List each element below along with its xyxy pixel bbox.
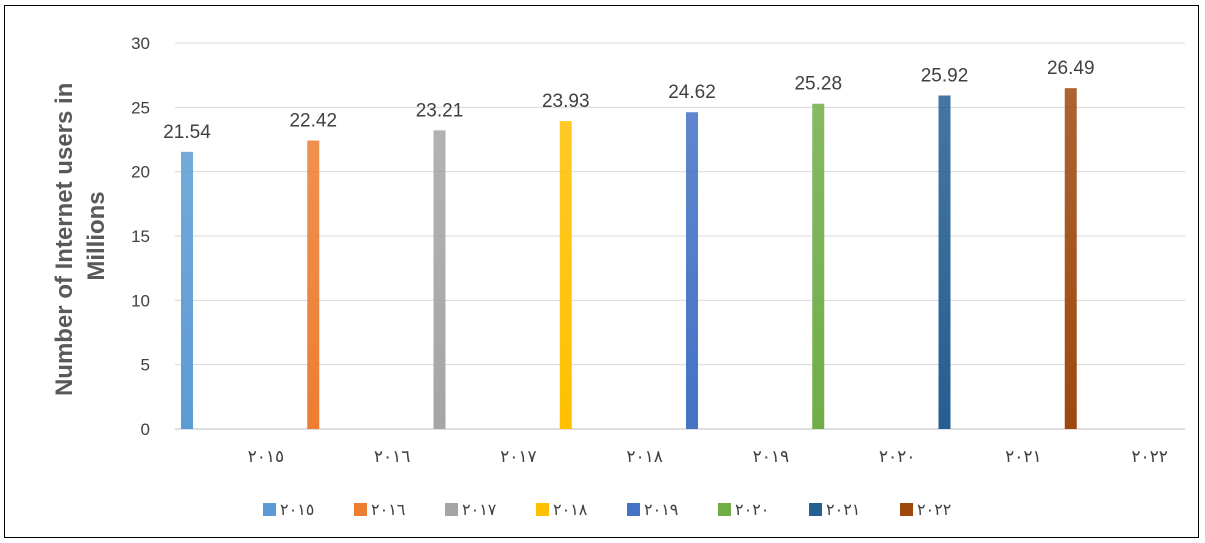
bar-4 (686, 112, 698, 430)
data-labels: 21.54 22.42 23.21 23.93 24.62 25.28 25.92 26.49 (163, 58, 1094, 143)
bar-2 (433, 130, 446, 429)
legend-label: ٢٠١٨ (553, 502, 588, 519)
y-tick-label: 20 (131, 163, 150, 182)
legend-label: ٢٠٢١ (826, 502, 860, 519)
bar-0 (181, 151, 193, 430)
x-tick-label: ٢٠١٥ (248, 447, 285, 466)
y-tick-label: 5 (141, 356, 150, 375)
legend-swatch (354, 503, 367, 516)
legend: ٢٠١٥ ٢٠١٦ ٢٠١٧ ٢٠١٨ ٢٠١٩ ٢٠٢٠ ٢٠٢١ ٢٠٢٢ (263, 502, 951, 519)
y-axis-title-line-1: Number of Internet users in (51, 83, 78, 396)
legend-label: ٢٠٢٠ (735, 502, 769, 519)
data-label: 23.93 (542, 91, 590, 112)
y-axis-ticks: 0 5 10 15 20 25 30 (131, 34, 150, 439)
data-label: 25.92 (921, 65, 969, 86)
x-tick-label: ٢٠٢٠ (879, 447, 916, 466)
legend-swatch (627, 503, 640, 516)
chart-frame (4, 5, 1199, 538)
legend-swatch (445, 503, 458, 516)
data-label: 25.28 (794, 74, 842, 95)
legend-swatch (718, 503, 731, 516)
x-axis-ticks: ٢٠١٥ ٢٠١٦ ٢٠١٧ ٢٠١٨ ٢٠١٩ ٢٠٢٠ ٢٠٢١ ٢٠٢٢ (248, 447, 1168, 466)
bar-1 (307, 140, 320, 429)
data-label: 23.21 (416, 100, 464, 121)
gridlines (175, 42, 1185, 430)
x-tick-label: ٢٠١٩ (753, 447, 790, 466)
data-label: 22.42 (289, 111, 337, 132)
bar-3 (559, 121, 572, 429)
legend-label: ٢٠٢٢ (917, 502, 951, 519)
data-label: 21.54 (163, 122, 211, 143)
x-tick-label: ٢٠١٦ (374, 447, 411, 466)
x-tick-label: ٢٠١٧ (500, 447, 537, 466)
x-tick-label: ٢٠٢٢ (1131, 447, 1168, 466)
legend-swatch (536, 503, 549, 516)
bars (181, 88, 1077, 430)
data-label: 24.62 (668, 82, 716, 103)
legend-swatch (263, 503, 276, 516)
y-axis-title: Number of Internet users in Millions (51, 76, 110, 396)
bar-5 (812, 103, 825, 430)
y-tick-label: 25 (131, 98, 150, 117)
data-label: 26.49 (1047, 58, 1095, 79)
x-tick-label: ٢٠١٨ (626, 447, 663, 466)
legend-label: ٢٠١٧ (462, 502, 497, 519)
legend-label: ٢٠١٩ (644, 502, 678, 519)
y-tick-label: 0 (141, 420, 150, 439)
y-tick-label: 30 (131, 34, 150, 53)
legend-swatch (900, 503, 913, 516)
legend-label: ٢٠١٥ (280, 502, 314, 519)
legend-label: ٢٠١٦ (371, 502, 405, 519)
legend-swatch (809, 503, 822, 516)
bar-7 (1064, 88, 1077, 430)
bar-6 (938, 95, 951, 429)
x-tick-label: ٢٠٢١ (1005, 447, 1042, 466)
y-axis-title-line-2: Millions (83, 191, 110, 280)
y-tick-label: 10 (131, 291, 150, 310)
y-tick-label: 15 (131, 227, 150, 246)
